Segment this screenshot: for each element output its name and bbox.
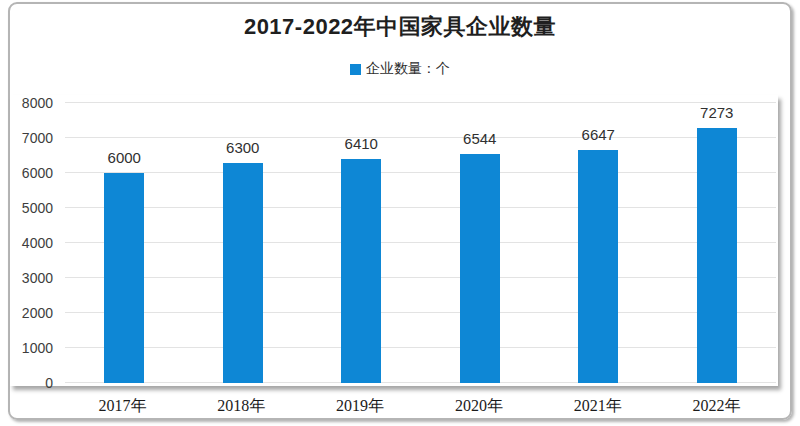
bar <box>341 159 381 383</box>
y-axis-tick-label: 7000 <box>22 130 65 146</box>
bar-column: 6544 <box>421 103 540 383</box>
bar-value-label: 7273 <box>700 104 733 121</box>
chart-container: 2017-2022年中国家具企业数量 企业数量：个 01000200030004… <box>0 0 800 426</box>
x-axis-tick-label: 2020年 <box>455 396 503 417</box>
bar-value-label: 6410 <box>345 135 378 152</box>
y-axis-tick-label: 2000 <box>22 305 65 321</box>
bar-value-label: 6544 <box>463 130 496 147</box>
x-axis-tick-label: 2017年 <box>98 396 146 417</box>
bar-column: 6647 <box>539 103 658 383</box>
plot-area: 0100020003000400050006000700080006000630… <box>65 103 776 383</box>
bar <box>460 154 500 383</box>
bar-value-label: 6000 <box>108 149 141 166</box>
bar <box>223 163 263 384</box>
y-axis-tick-label: 6000 <box>22 165 65 181</box>
bar <box>104 173 144 383</box>
plot-panel: 0100020003000400050006000700080006000630… <box>10 95 778 386</box>
x-axis-tick-label: 2019年 <box>336 396 384 417</box>
bar-column: 6000 <box>65 103 184 383</box>
y-axis-tick-label: 3000 <box>22 270 65 286</box>
y-axis-tick-label: 0 <box>45 375 65 391</box>
x-axis-tick-label: 2022年 <box>693 396 741 417</box>
bar-value-label: 6300 <box>226 139 259 156</box>
x-axis-tick-label: 2018年 <box>217 396 265 417</box>
chart-title: 2017-2022年中国家具企业数量 <box>0 12 800 42</box>
bar-column: 6410 <box>302 103 421 383</box>
legend-marker-square <box>350 64 361 75</box>
bar-column: 7273 <box>658 103 777 383</box>
bar-value-label: 6647 <box>582 126 615 143</box>
bar <box>697 128 737 383</box>
y-axis-tick-label: 1000 <box>22 340 65 356</box>
legend-label: 企业数量：个 <box>366 60 450 78</box>
bar-column: 6300 <box>184 103 303 383</box>
legend: 企业数量：个 <box>0 60 800 78</box>
y-axis-tick-label: 8000 <box>22 95 65 111</box>
y-axis-tick-label: 5000 <box>22 200 65 216</box>
x-axis-tick-label: 2021年 <box>574 396 622 417</box>
x-axis-labels: 2017年 2018年 2019年 2020年 2021年 2022年 <box>63 394 776 418</box>
y-axis-tick-label: 4000 <box>22 235 65 251</box>
bar <box>578 150 618 383</box>
